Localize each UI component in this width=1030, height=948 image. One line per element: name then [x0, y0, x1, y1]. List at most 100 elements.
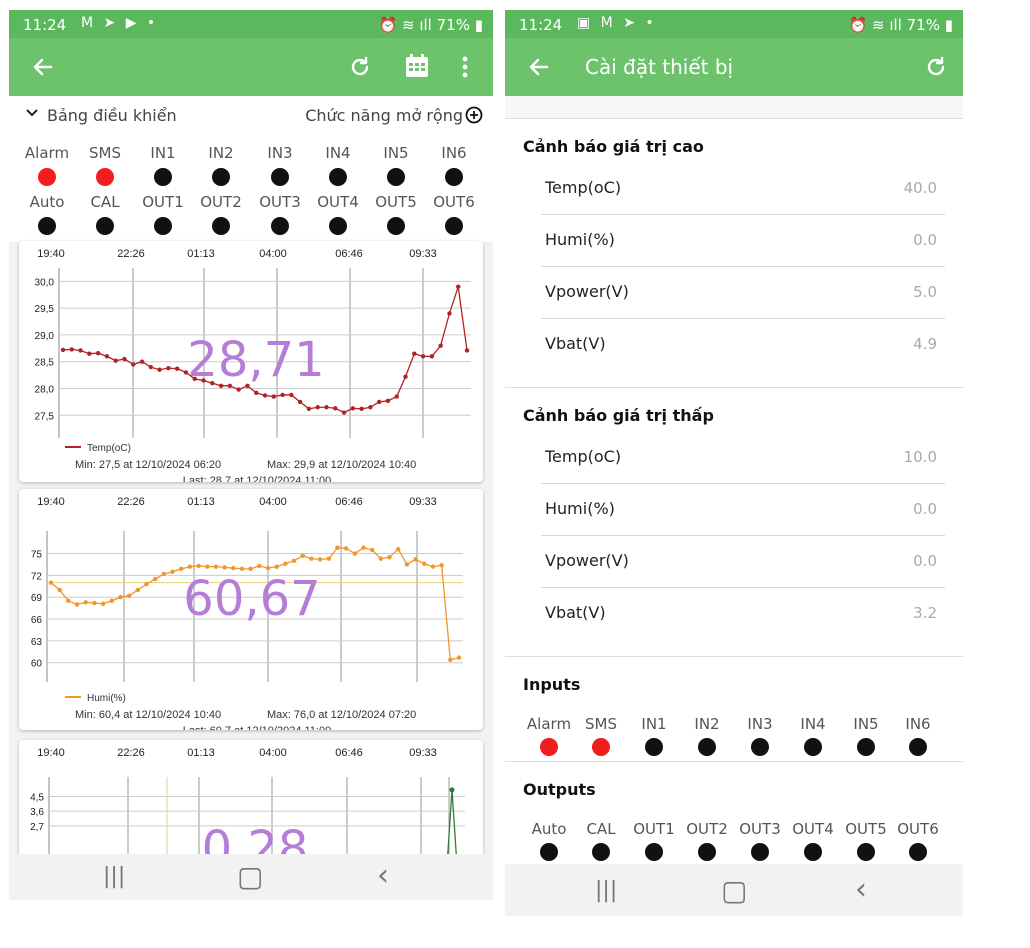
- extend-functions-label[interactable]: Chức năng mở rộng: [305, 106, 463, 125]
- input-label: IN5: [383, 144, 409, 162]
- data-point: [104, 354, 110, 359]
- data-point: [335, 545, 340, 550]
- output-indicator: [857, 843, 875, 861]
- y-tick-label: 30,0: [35, 277, 55, 288]
- data-point: [309, 556, 314, 561]
- data-point: [196, 563, 201, 569]
- x-tick-label: 09:33: [409, 248, 437, 260]
- setting-value: 10.0: [903, 448, 937, 466]
- data-point: [69, 347, 74, 352]
- output-label: OUT4: [792, 820, 834, 838]
- output-label: OUT6: [433, 193, 475, 211]
- data-point: [231, 565, 236, 571]
- data-point: [306, 406, 312, 412]
- input-indicator: [212, 168, 230, 186]
- x-tick-label: 09:33: [409, 747, 437, 759]
- home-icon[interactable]: ▢: [237, 860, 264, 893]
- setting-row[interactable]: Temp(oC) 40.0: [541, 163, 945, 215]
- temp-chart: 19:40 22:26 01:13 04:00 06:46 09:33 27,5 28,0 28…: [35, 248, 471, 482]
- x-tick-label: 19:40: [37, 248, 65, 260]
- inputs-title: Inputs: [523, 675, 581, 694]
- refresh-icon[interactable]: [921, 52, 951, 82]
- y-tick-label: 60: [31, 659, 43, 670]
- input-indicator: [645, 738, 663, 756]
- setting-row[interactable]: Humi(%) 0.0: [541, 484, 945, 536]
- back-arrow-icon[interactable]: [27, 52, 57, 82]
- temp-chart-card: 19:40 22:26 01:13 04:00 06:46 09:33 27,5 28,0 28…: [19, 241, 483, 482]
- input-indicator: [592, 738, 610, 756]
- data-point: [78, 348, 83, 353]
- data-point: [361, 545, 366, 550]
- data-point: [317, 557, 323, 562]
- nav-back-icon[interactable]: ‹: [377, 858, 389, 893]
- x-tick-label: 22:26: [117, 496, 145, 508]
- output-label: CAL: [90, 193, 120, 211]
- output-label: OUT2: [686, 820, 728, 838]
- data-point: [368, 405, 373, 410]
- y-tick-label: 28,0: [35, 385, 55, 396]
- recent-apps-icon[interactable]: |||: [103, 864, 126, 889]
- data-point: [262, 393, 268, 398]
- data-point: [447, 311, 452, 316]
- page-title: Cài đặt thiết bị: [585, 55, 734, 79]
- max-stat: Max: 29,9 at 12/10/2024 10:40: [267, 459, 416, 471]
- battery-icon: ▮: [939, 16, 953, 34]
- data-point: [201, 378, 206, 383]
- output-indicator: [212, 217, 230, 235]
- data-point: [271, 394, 276, 399]
- setting-row[interactable]: Vpower(V) 5.0: [541, 267, 945, 319]
- app-bar: [9, 38, 493, 96]
- input-indicator: [154, 168, 172, 186]
- panel-toggle-label[interactable]: Bảng điều khiển: [47, 106, 177, 125]
- setting-row[interactable]: Temp(oC) 10.0: [541, 432, 945, 484]
- y-tick-label: 3,6: [30, 807, 44, 818]
- recent-apps-icon[interactable]: |||: [595, 878, 618, 903]
- setting-row[interactable]: Vbat(V) 4.9: [541, 319, 945, 370]
- data-point: [404, 562, 410, 567]
- data-point: [350, 406, 356, 411]
- setting-value: 40.0: [903, 179, 937, 197]
- data-point: [83, 600, 88, 605]
- output-indicator: [804, 843, 822, 861]
- setting-row[interactable]: Vpower(V) 0.0: [541, 536, 945, 588]
- data-point: [92, 600, 97, 606]
- data-point: [394, 394, 399, 399]
- y-tick-label: 63: [31, 637, 43, 648]
- input-label: IN6: [905, 715, 931, 733]
- input-label: SMS: [89, 144, 121, 162]
- add-circle-icon[interactable]: [465, 106, 483, 128]
- output-label: OUT2: [200, 193, 242, 211]
- data-point: [174, 366, 180, 371]
- more-options-icon[interactable]: [453, 52, 477, 82]
- output-indicator: [909, 843, 927, 861]
- y-tick-label: 2,7: [30, 822, 44, 833]
- back-arrow-icon[interactable]: [523, 52, 553, 82]
- output-label: Auto: [29, 193, 65, 211]
- y-tick-label: 4,5: [30, 792, 44, 803]
- input-label: IN2: [694, 715, 720, 733]
- refresh-icon[interactable]: [345, 52, 375, 82]
- data-point: [48, 580, 54, 585]
- output-label: CAL: [586, 820, 616, 838]
- data-point: [341, 410, 347, 415]
- current-value: 60,67: [183, 571, 320, 627]
- data-point: [66, 598, 71, 604]
- input-indicator: [698, 738, 716, 756]
- chevron-down-icon[interactable]: [25, 105, 39, 124]
- x-tick-label: 22:26: [117, 747, 145, 759]
- notification-icons: ▣ M ➤ •: [577, 15, 657, 31]
- setting-row[interactable]: Vbat(V) 3.2: [541, 588, 945, 639]
- setting-row[interactable]: Humi(%) 0.0: [541, 215, 945, 267]
- nav-back-icon[interactable]: ‹: [855, 872, 867, 907]
- app-bar: Cài đặt thiết bị: [505, 38, 963, 96]
- output-label: OUT6: [897, 820, 939, 838]
- input-label: IN1: [641, 715, 667, 733]
- input-indicator: [804, 738, 822, 756]
- calendar-icon[interactable]: [401, 50, 433, 82]
- data-point: [213, 564, 219, 569]
- home-icon[interactable]: ▢: [721, 874, 748, 907]
- output-indicator: [387, 217, 405, 235]
- setting-label: Temp(oC): [545, 178, 622, 197]
- max-stat: Max: 76,0 at 12/10/2024 07:20: [267, 709, 416, 721]
- signal-icon: ⏰ ≋ ıll: [378, 16, 437, 34]
